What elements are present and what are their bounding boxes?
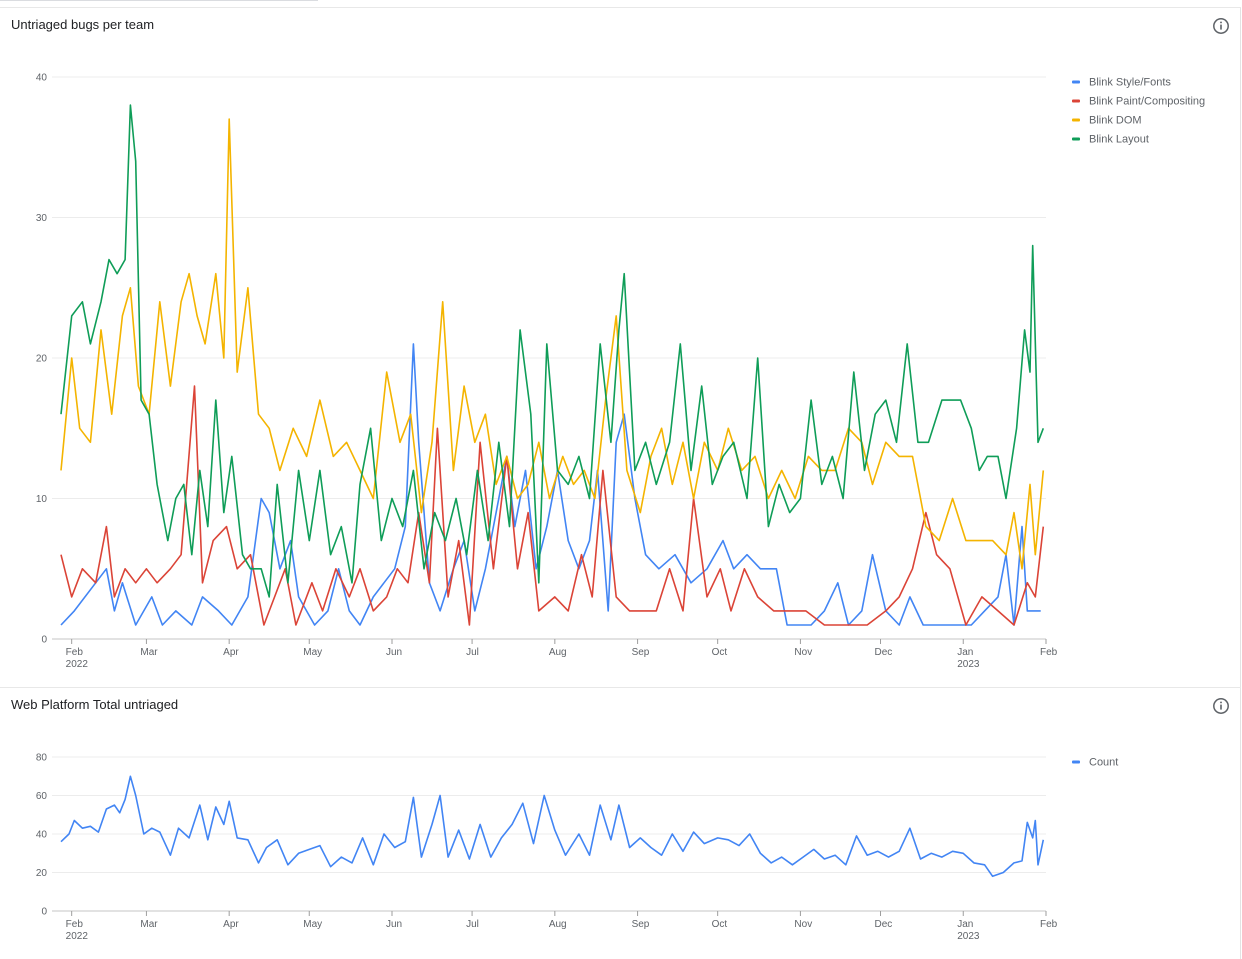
x-tick-label: Nov bbox=[794, 647, 812, 658]
x-tick-sublabel: 2022 bbox=[66, 659, 89, 670]
x-tick-label: Aug bbox=[549, 647, 567, 658]
x-tick-label: Jan bbox=[957, 919, 973, 930]
info-icon[interactable] bbox=[1212, 697, 1230, 715]
x-tick-label: May bbox=[303, 919, 322, 930]
y-tick-label: 40 bbox=[36, 73, 48, 84]
legend-swatch bbox=[1072, 760, 1080, 764]
series-line bbox=[60, 343, 1041, 626]
panel-title: Untriaged bugs per team bbox=[11, 17, 155, 32]
x-tick-sublabel: 2023 bbox=[957, 659, 980, 670]
x-tick-sublabel: 2023 bbox=[957, 931, 980, 942]
legend-label: Blink Paint/Compositing bbox=[1089, 96, 1205, 108]
y-tick-label: 10 bbox=[36, 494, 48, 505]
x-tick-label: Dec bbox=[874, 919, 892, 930]
y-tick-label: 60 bbox=[36, 791, 48, 802]
x-tick-label: Feb bbox=[66, 647, 84, 658]
legend-swatch bbox=[1072, 99, 1080, 103]
legend-swatch bbox=[1072, 80, 1080, 84]
x-tick-label: Aug bbox=[549, 919, 567, 930]
x-tick-label: Jan bbox=[957, 647, 973, 658]
x-tick-label: Jul bbox=[466, 919, 479, 930]
legend-label: Blink Style/Fonts bbox=[1089, 77, 1171, 89]
panel-title: Web Platform Total untriaged bbox=[11, 697, 179, 712]
y-tick-label: 0 bbox=[41, 907, 47, 918]
y-tick-label: 0 bbox=[41, 635, 47, 646]
x-tick-label: Jun bbox=[386, 919, 402, 930]
x-tick-label: Dec bbox=[874, 647, 892, 658]
legend-swatch bbox=[1072, 118, 1080, 122]
x-tick-label: Apr bbox=[223, 647, 239, 658]
series-line bbox=[60, 118, 1045, 570]
x-tick-label: Mar bbox=[140, 919, 158, 930]
legend-label: Count bbox=[1089, 757, 1118, 769]
y-tick-label: 30 bbox=[36, 213, 48, 224]
series-line bbox=[60, 104, 1045, 598]
x-tick-label: Jul bbox=[466, 647, 479, 658]
x-tick-label: Mar bbox=[140, 647, 158, 658]
chart-panel-total-untriaged: Web Platform Total untriaged 0 20 40 60 80 Fe… bbox=[0, 687, 1241, 959]
x-tick-label: Oct bbox=[712, 919, 728, 930]
legend-label: Blink DOM bbox=[1089, 115, 1142, 127]
x-tick-label: Sep bbox=[632, 647, 650, 658]
x-tick-sublabel: 2022 bbox=[66, 931, 89, 942]
x-tick-label: May bbox=[303, 647, 322, 658]
series-line bbox=[60, 775, 1045, 878]
y-tick-label: 20 bbox=[36, 354, 48, 365]
x-tick-label: Oct bbox=[712, 647, 728, 658]
x-tick-label: Feb bbox=[1040, 919, 1058, 930]
x-tick-label: Feb bbox=[66, 919, 84, 930]
x-tick-label: Jun bbox=[386, 647, 402, 658]
chart-panel-bugs-per-team: Untriaged bugs per team 0 10 20 30 40 Feb 2022… bbox=[0, 7, 1241, 688]
x-tick-label: Feb bbox=[1040, 647, 1058, 658]
top-divider bbox=[0, 0, 318, 1]
info-icon[interactable] bbox=[1212, 17, 1230, 35]
x-tick-label: Apr bbox=[223, 919, 239, 930]
y-tick-label: 20 bbox=[36, 868, 48, 879]
y-tick-label: 40 bbox=[36, 830, 48, 841]
x-tick-label: Nov bbox=[794, 919, 812, 930]
x-tick-label: Sep bbox=[632, 919, 650, 930]
y-tick-label: 80 bbox=[36, 753, 48, 764]
legend-swatch bbox=[1072, 137, 1080, 141]
legend-label: Blink Layout bbox=[1089, 134, 1149, 146]
